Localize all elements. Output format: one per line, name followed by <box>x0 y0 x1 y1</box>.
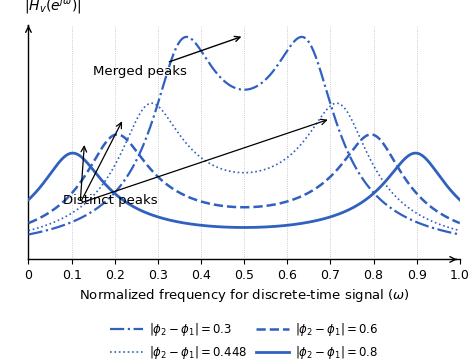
Text: Distinct peaks: Distinct peaks <box>63 194 157 207</box>
Text: Merged peaks: Merged peaks <box>93 36 240 78</box>
Text: $|\hat{H}_v(e^{j\omega})|$: $|\hat{H}_v(e^{j\omega})|$ <box>24 0 82 16</box>
X-axis label: Normalized frequency for discrete-time signal ($\omega$): Normalized frequency for discrete-time s… <box>79 288 410 305</box>
Legend: $|\phi_2 - \phi_1| = 0.3$, $|\phi_2 - \phi_1| = 0.448$, $|\phi_2 - \phi_1| = 0.6: $|\phi_2 - \phi_1| = 0.3$, $|\phi_2 - \p… <box>105 316 383 360</box>
